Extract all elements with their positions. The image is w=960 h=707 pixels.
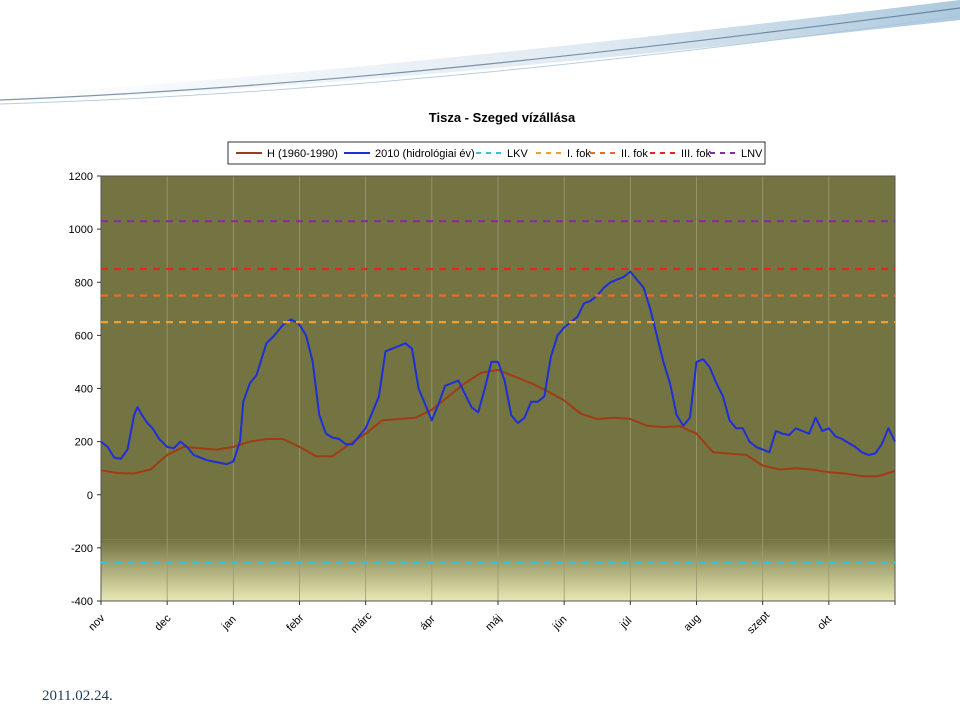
footer-date: 2011.02.24. <box>42 688 113 704</box>
x-tick-label: júl <box>617 615 634 632</box>
legend-label: 2010 (hidrológiai év) <box>375 148 475 160</box>
x-tick-label: okt <box>815 613 834 632</box>
y-tick-label: 800 <box>75 277 93 289</box>
legend-label: I. fok <box>567 148 591 160</box>
decorative-wave <box>0 0 960 105</box>
x-tick-label: szept <box>745 609 772 636</box>
x-tick-label: febr <box>284 612 306 634</box>
legend: H (1960-1990) 2010 (hidrológiai év) LKV I. … <box>227 141 766 165</box>
chart: Tisza - Szeged vízállása H (1960-1990) 20… <box>69 110 896 636</box>
x-tick-label: márc <box>349 610 375 636</box>
y-tick-label: 600 <box>75 330 93 342</box>
legend-label: LKV <box>507 148 528 160</box>
x-tick-label: ápr <box>418 613 438 633</box>
x-tick-label: jan <box>219 613 239 633</box>
y-tick-label: 1200 <box>69 171 93 183</box>
series-line-1 <box>100 368 896 478</box>
series-line-2 <box>100 270 896 466</box>
legend-label: II. fok <box>621 148 648 160</box>
legend-label: H (1960-1990) <box>267 148 338 160</box>
y-tick-label: -200 <box>71 543 93 555</box>
y-tick-label: -400 <box>71 596 93 608</box>
x-tick-label: nov <box>86 612 107 633</box>
x-tick-label: jún <box>550 613 570 633</box>
y-axis: 1200 1000 800 600 400 200 0 -200 -400 <box>69 171 101 608</box>
y-tick-label: 200 <box>75 437 93 449</box>
plot-area <box>100 175 896 602</box>
legend-label: III. fok <box>681 148 711 160</box>
y-tick-label: 400 <box>75 384 93 396</box>
y-tick-label: 1000 <box>69 224 93 236</box>
chart-title: Tisza - Szeged vízállása <box>429 110 576 125</box>
x-axis: nov dec jan febr márc ápr máj jún júl aug szept okt <box>86 601 896 636</box>
x-tick-label: aug <box>682 612 703 633</box>
x-tick-label: dec <box>153 612 174 633</box>
legend-label: LNV <box>741 148 763 160</box>
y-tick-label: 0 <box>87 490 93 502</box>
x-tick-label: máj <box>483 612 504 633</box>
